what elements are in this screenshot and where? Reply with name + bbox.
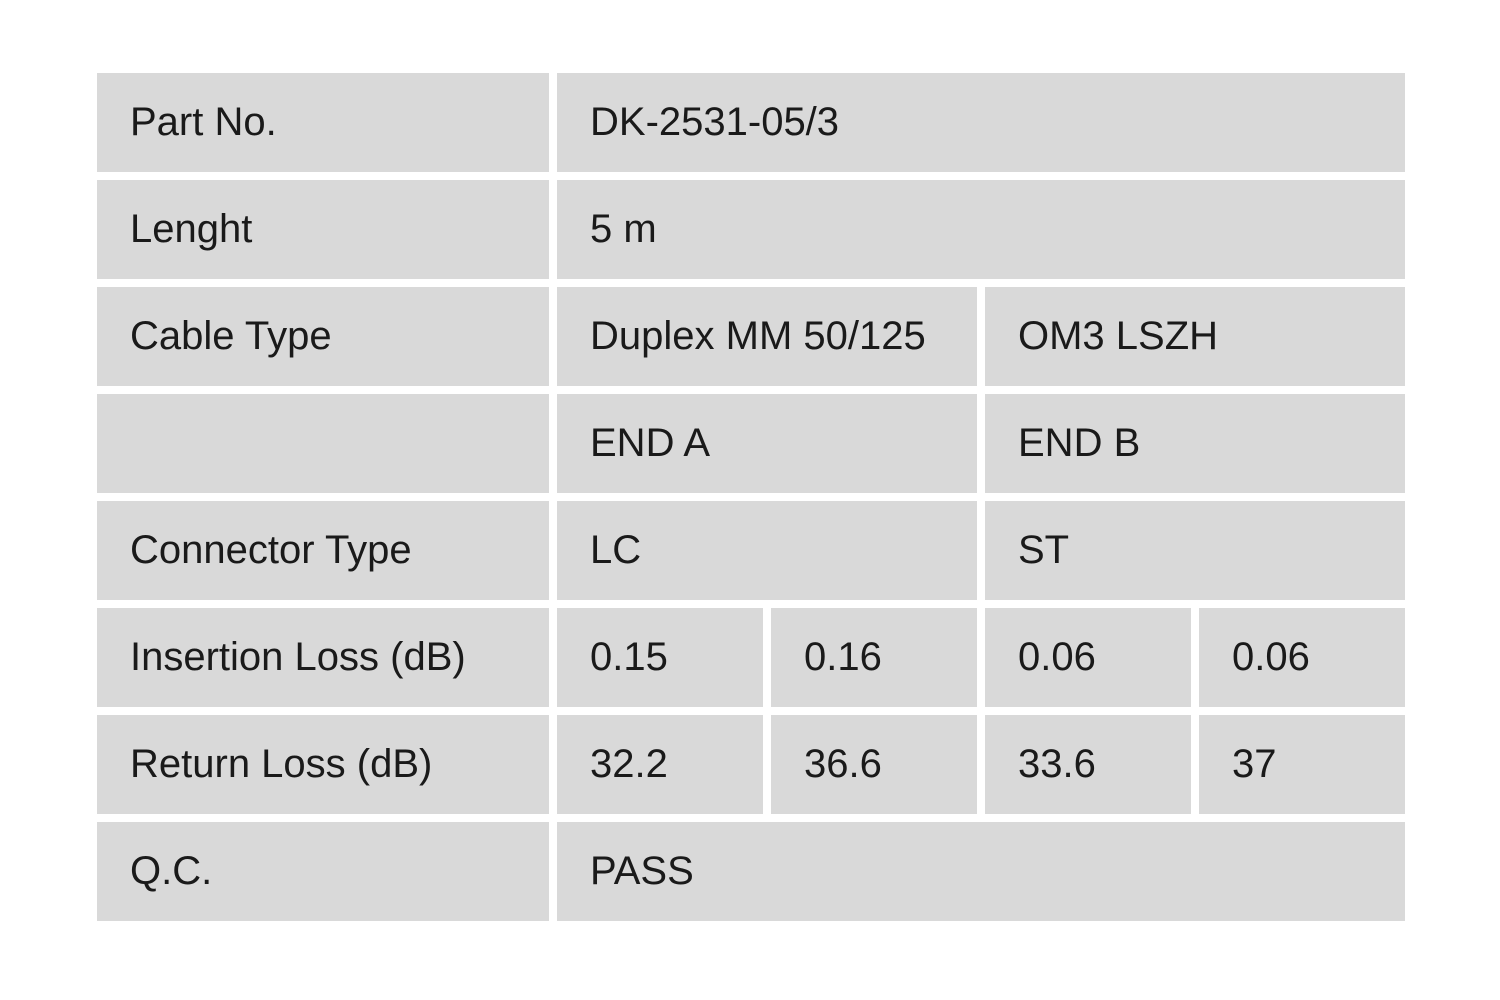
table-row-insertion-loss: Insertion Loss (dB) 0.15 0.16 0.06 0.06 (97, 608, 1405, 707)
cable-type-value-2: OM3 LSZH (985, 287, 1405, 386)
length-value: 5 m (557, 180, 1405, 279)
qc-value: PASS (557, 822, 1405, 921)
connector-type-end-b: ST (985, 501, 1405, 600)
insertion-loss-label: Insertion Loss (dB) (97, 608, 549, 707)
end-header-spacer (97, 394, 549, 493)
return-loss-end-a-2: 36.6 (771, 715, 977, 814)
cable-type-label: Cable Type (97, 287, 549, 386)
table-row-length: Lenght 5 m (97, 180, 1405, 279)
insertion-loss-end-a-2: 0.16 (771, 608, 977, 707)
insertion-loss-end-b-2: 0.06 (1199, 608, 1405, 707)
table-row-end-header: END A END B (97, 394, 1405, 493)
return-loss-end-b-2: 37 (1199, 715, 1405, 814)
return-loss-label: Return Loss (dB) (97, 715, 549, 814)
part-no-label: Part No. (97, 73, 549, 172)
table-row-connector-type: Connector Type LC ST (97, 501, 1405, 600)
length-label: Lenght (97, 180, 549, 279)
table-row-part-no: Part No. DK-2531-05/3 (97, 73, 1405, 172)
part-no-value: DK-2531-05/3 (557, 73, 1405, 172)
end-a-header: END A (557, 394, 977, 493)
table-row-qc: Q.C. PASS (97, 822, 1405, 921)
end-b-header: END B (985, 394, 1405, 493)
insertion-loss-end-a-1: 0.15 (557, 608, 763, 707)
table-row-cable-type: Cable Type Duplex MM 50/125 OM3 LSZH (97, 287, 1405, 386)
connector-type-label: Connector Type (97, 501, 549, 600)
qc-label: Q.C. (97, 822, 549, 921)
cable-spec-table: Part No. DK-2531-05/3 Lenght 5 m Cable T… (97, 73, 1405, 921)
return-loss-end-b-1: 33.6 (985, 715, 1191, 814)
cable-type-value-1: Duplex MM 50/125 (557, 287, 977, 386)
connector-type-end-a: LC (557, 501, 977, 600)
table-row-return-loss: Return Loss (dB) 32.2 36.6 33.6 37 (97, 715, 1405, 814)
return-loss-end-a-1: 32.2 (557, 715, 763, 814)
insertion-loss-end-b-1: 0.06 (985, 608, 1191, 707)
